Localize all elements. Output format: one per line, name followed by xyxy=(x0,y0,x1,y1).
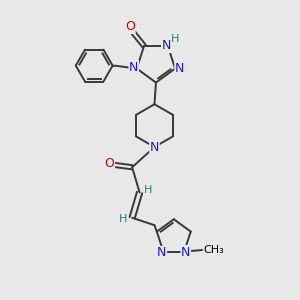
Text: H: H xyxy=(119,214,128,224)
Text: N: N xyxy=(175,62,184,75)
Text: H: H xyxy=(144,184,152,194)
Text: N: N xyxy=(157,247,167,260)
Text: CH₃: CH₃ xyxy=(204,245,224,255)
Text: H: H xyxy=(171,34,180,44)
Text: N: N xyxy=(129,61,138,74)
Text: N: N xyxy=(181,246,190,259)
Text: N: N xyxy=(162,40,171,52)
Text: O: O xyxy=(105,157,115,169)
Text: O: O xyxy=(125,20,135,33)
Text: N: N xyxy=(150,140,159,154)
